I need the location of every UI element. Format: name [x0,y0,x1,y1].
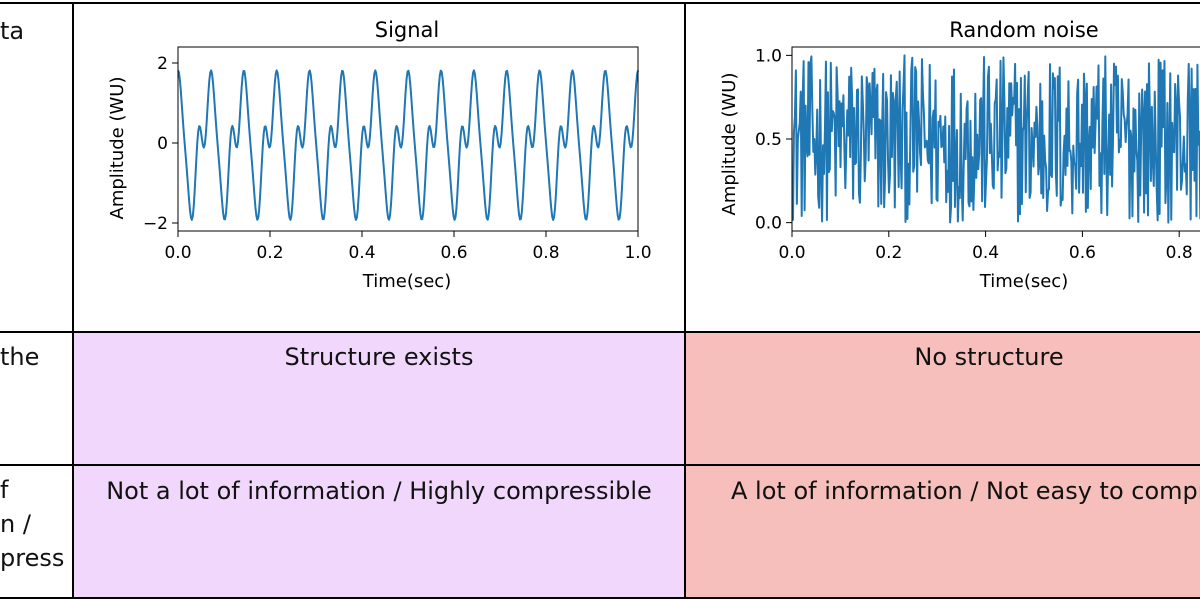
signal-ytick-label: 0 [157,134,168,154]
signal-series-line [177,69,639,221]
noise-structure-cell [685,332,1200,465]
signal-chart-title: Signal [375,18,440,42]
noise-info-cell [685,465,1200,598]
noise-info-clip: A lot of information / Not easy to compr [685,465,1200,598]
signal-axes-frame [177,46,639,232]
signal-plot-area: 0.0 0.2 0.4 0.6 0.8 1.0 2 0 −2 [143,46,652,263]
noise-chart: Random noise 0.0 0.2 0.4 0.6 0.8 1.0 0.5 0.0 Ti… [719,18,1200,292]
noise-info-text: A lot of information / Not easy to compr [731,477,1200,505]
grid-line-bottom [0,597,1200,599]
noise-xtick-label: 0.8 [1166,243,1193,263]
noise-chart-xlabel: Time(sec) [979,271,1068,292]
noise-chart-ylabel: Amplitude (WU) [719,73,740,216]
row-label-data: ta [0,14,72,314]
row-label-structure-text: the [0,343,40,371]
signal-xtick-label: 0.6 [440,243,467,263]
signal-structure-text: Structure exists [284,343,474,371]
row-label-data-text: ta [0,17,25,45]
signal-ytick-label: 2 [157,54,168,74]
noise-plot-area: 0.0 0.2 0.4 0.6 0.8 1.0 0.5 0.0 [755,46,1200,263]
grid-line-top [0,2,1200,4]
signal-chart-xlabel: Time(sec) [362,271,451,292]
noise-ytick-label: 1.0 [755,46,782,66]
signal-xtick-label: 0.4 [348,243,375,263]
noise-xtick-label: 0.6 [1069,243,1096,263]
noise-structure-text: No structure [914,343,1064,371]
signal-info-text: Not a lot of information / Highly compre… [106,477,652,505]
signal-xtick-label: 1.0 [624,243,651,263]
noise-xtick-label: 0.0 [778,243,805,263]
signal-xtick-label: 0.8 [532,243,559,263]
row-label-information-text: f n / press [0,476,65,572]
grid-line-col2 [684,2,686,599]
noise-xtick-label: 0.4 [972,243,999,263]
noise-ytick-label: 0.0 [755,214,782,234]
signal-ytick-label: −2 [143,214,168,234]
grid-line-row1 [0,331,1200,333]
noise-xtick-label: 0.2 [875,243,902,263]
signal-info-cell [73,465,685,598]
grid-line-row2 [0,464,1200,466]
signal-chart: Signal 0.0 0.2 0.4 0.6 0.8 1.020−2 Time(sec) … [107,18,652,292]
noise-series-line [791,54,1200,224]
row-label-structure: the [0,340,72,460]
signal-chart-ylabel: Amplitude (WU) [107,77,128,220]
noise-chart-title: Random noise [949,18,1098,42]
signal-structure-cell [73,332,685,465]
noise-ytick-label: 0.5 [755,130,782,150]
grid-line-col1 [72,2,74,599]
signal-xtick-label: 0.2 [256,243,283,263]
signal-xtick-label: 0.0 [164,243,191,263]
row-label-information: f n / press [0,473,72,593]
